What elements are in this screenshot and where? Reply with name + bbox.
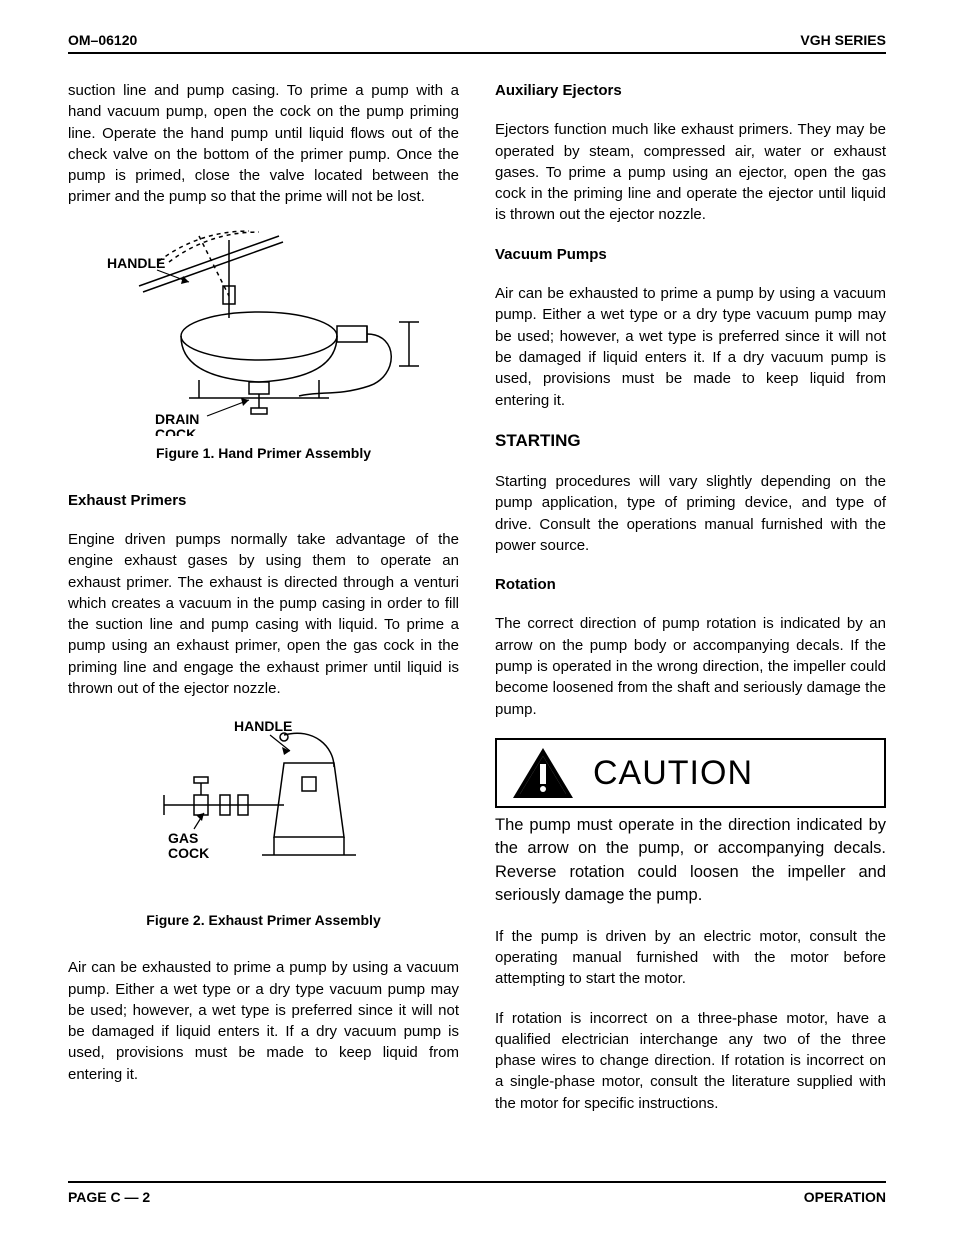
para-electric-motor: If the pump is driven by an electric mot… (495, 926, 886, 990)
heading-vacuum-pumps: Vacuum Pumps (495, 244, 886, 265)
heading-exhaust-primers: Exhaust Primers (68, 490, 459, 511)
caution-text: The pump must operate in the direction i… (495, 814, 886, 908)
page-header: OM–06120 VGH SERIES (68, 32, 886, 54)
heading-starting: STARTING (495, 429, 886, 453)
para-starting: Starting procedures will vary slightly d… (495, 471, 886, 556)
header-right: VGH SERIES (800, 32, 886, 48)
warning-triangle-icon (511, 746, 575, 800)
left-column: suction line and pump casing. To prime a… (68, 80, 459, 1132)
header-left: OM–06120 (68, 32, 137, 48)
fig1-label-handle: HANDLE (107, 255, 165, 271)
para-three-phase: If rotation is incorrect on a three-phas… (495, 1008, 886, 1114)
heading-rotation: Rotation (495, 574, 886, 595)
caution-box: CAUTION (495, 738, 886, 808)
footer-right: OPERATION (804, 1189, 886, 1205)
footer-left: PAGE C — 2 (68, 1189, 150, 1205)
para-rotation: The correct direction of pump rotation i… (495, 613, 886, 719)
para-air-exhausted-left: Air can be exhausted to prime a pump by … (68, 957, 459, 1085)
svg-text:GAS COCK: GAS COCK (168, 830, 209, 861)
heading-aux-ejectors: Auxiliary Ejectors (495, 80, 886, 101)
right-column: Auxiliary Ejectors Ejectors function muc… (495, 80, 886, 1132)
para-vacuum-pumps: Air can be exhausted to prime a pump by … (495, 283, 886, 411)
para-exhaust-primers: Engine driven pumps normally take advant… (68, 529, 459, 699)
page-footer: PAGE C — 2 OPERATION (68, 1181, 886, 1205)
figure-2-caption: Figure 2. Exhaust Primer Assembly (68, 911, 459, 931)
caution-word: CAUTION (593, 749, 753, 797)
content-columns: suction line and pump casing. To prime a… (68, 80, 886, 1132)
svg-text:DRAIN COCK: DRAIN COCK (155, 411, 203, 436)
figure-1-caption: Figure 1. Hand Primer Assembly (68, 444, 459, 464)
para-aux-ejectors: Ejectors function much like exhaust prim… (495, 119, 886, 225)
figure-1: HANDLE DRAIN COCK (68, 226, 459, 436)
figure-2: HANDLE GAS COCK (68, 717, 459, 887)
fig2-label-handle: HANDLE (234, 718, 292, 734)
para-suction-line: suction line and pump casing. To prime a… (68, 80, 459, 208)
